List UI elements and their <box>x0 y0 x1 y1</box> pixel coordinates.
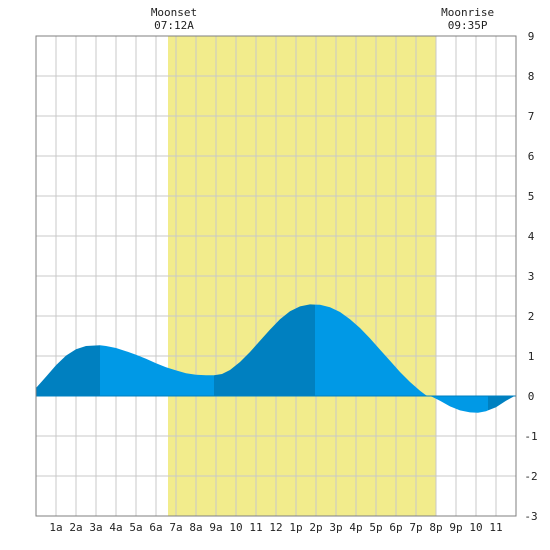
y-tick-label: -3 <box>524 510 537 523</box>
moonset-time: 07:12A <box>154 19 194 32</box>
x-axis-labels: 1a 2a 3a 4a 5a 6a 7a 8a 9a 10 11 12 1p 2p 3p 4p 5p 6p 7p 8p… <box>49 521 502 534</box>
x-tick-label: 1p <box>289 521 302 534</box>
tide-area <box>36 304 516 413</box>
x-tick-label: 3a <box>89 521 102 534</box>
y-tick-label: 6 <box>528 150 535 163</box>
x-tick-label: 11 <box>249 521 262 534</box>
x-tick-label: 7a <box>169 521 182 534</box>
x-tick-label: 2p <box>309 521 322 534</box>
x-tick-label: 10 <box>469 521 482 534</box>
y-tick-label: 5 <box>528 190 535 203</box>
x-tick-label: 4p <box>349 521 362 534</box>
x-tick-label: 3p <box>329 521 342 534</box>
moonrise-time: 09:35P <box>448 19 488 32</box>
x-tick-label: 8a <box>189 521 202 534</box>
x-tick-label: 5p <box>369 521 382 534</box>
x-tick-label: 2a <box>69 521 82 534</box>
tide-segment-dark <box>214 304 315 396</box>
y-tick-label: -1 <box>524 430 537 443</box>
y-tick-label: -2 <box>524 470 537 483</box>
x-tick-label: 10 <box>229 521 242 534</box>
y-tick-label: 0 <box>528 390 535 403</box>
grid-lines <box>36 36 516 516</box>
plot-frame <box>35 35 517 517</box>
x-tick-label: 6p <box>389 521 402 534</box>
x-tick-label: 9p <box>449 521 462 534</box>
moonrise-label: Moonrise <box>441 6 494 19</box>
y-tick-label: 1 <box>528 350 535 363</box>
tide-segment-light <box>315 304 432 397</box>
x-tick-label: 7p <box>409 521 422 534</box>
y-tick-label: 2 <box>528 310 535 323</box>
y-tick-label: 3 <box>528 270 535 283</box>
tide-segment-light <box>432 396 488 413</box>
x-tick-label: 9a <box>209 521 222 534</box>
y-axis-labels: -3 -2 -1 0 1 2 3 4 5 6 7 8 9 <box>524 30 537 523</box>
tide-segment-dark <box>488 395 516 411</box>
x-tick-label: 11 <box>489 521 502 534</box>
y-tick-label: 8 <box>528 70 535 83</box>
tide-segment-dark <box>36 345 100 396</box>
x-tick-label: 1a <box>49 521 62 534</box>
y-tick-label: 4 <box>528 230 535 243</box>
y-tick-label: 7 <box>528 110 535 123</box>
x-tick-label: 5a <box>129 521 142 534</box>
moonset-label: Moonset <box>151 6 197 19</box>
x-tick-label: 8p <box>429 521 442 534</box>
x-tick-label: 12 <box>269 521 282 534</box>
x-tick-label: 6a <box>149 521 162 534</box>
tide-segment-light <box>100 345 214 396</box>
y-tick-label: 9 <box>528 30 535 43</box>
x-tick-label: 4a <box>109 521 122 534</box>
